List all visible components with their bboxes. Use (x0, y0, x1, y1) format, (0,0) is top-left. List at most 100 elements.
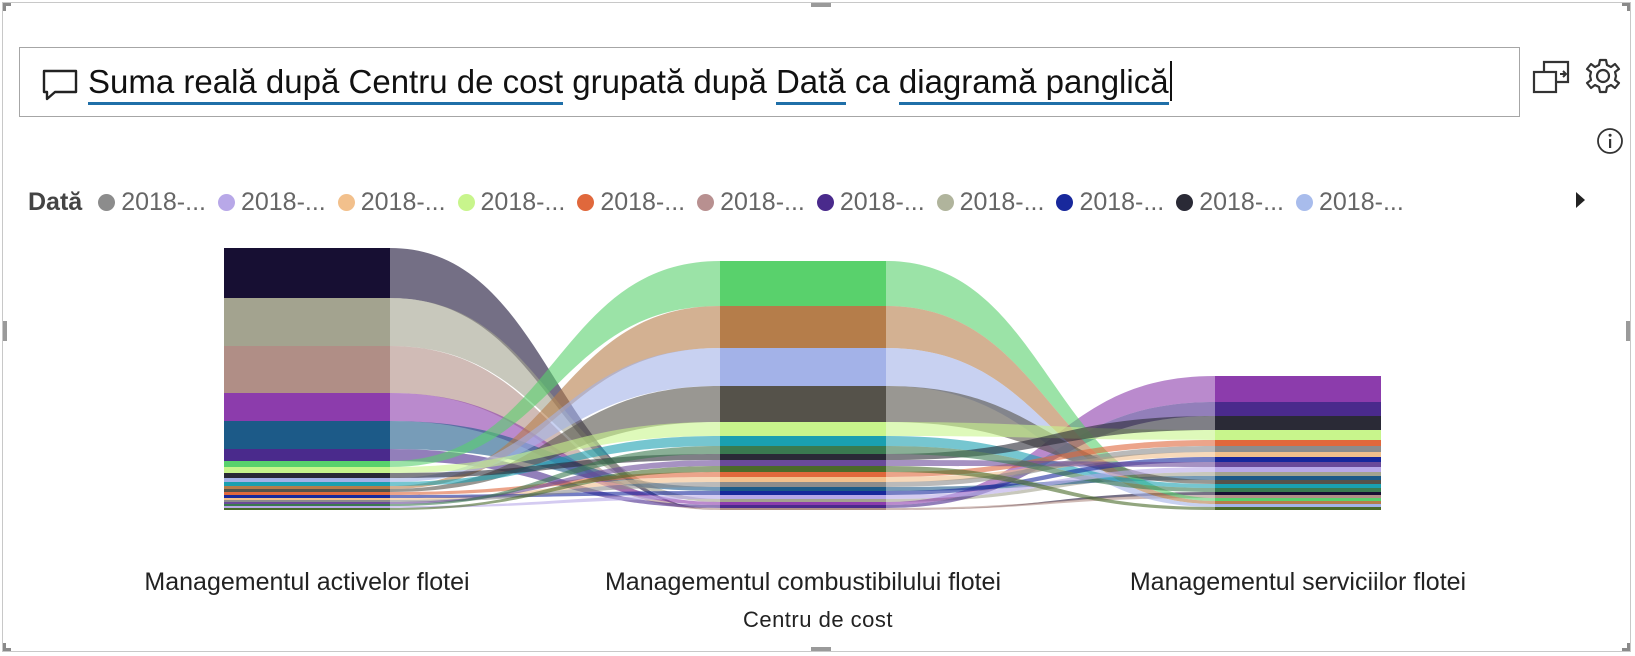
column-segment[interactable] (224, 482, 390, 486)
column-segment[interactable] (224, 508, 390, 510)
column-segment[interactable] (224, 346, 390, 393)
column-segment[interactable] (720, 482, 886, 487)
ribbon-band[interactable] (390, 482, 720, 502)
column-segment[interactable] (1215, 416, 1381, 430)
column-segment[interactable] (720, 306, 886, 348)
column-segment[interactable] (1215, 462, 1381, 467)
ribbon-band[interactable] (390, 454, 720, 478)
column-segment[interactable] (224, 498, 390, 500)
resize-handle[interactable] (811, 3, 831, 7)
column-segment[interactable] (720, 454, 886, 460)
ribbon-band[interactable] (886, 495, 1215, 510)
ribbon-band[interactable] (886, 306, 1215, 504)
ribbon-band[interactable] (390, 460, 720, 504)
ribbon-band[interactable] (390, 466, 720, 510)
resize-handle[interactable] (811, 647, 831, 651)
legend-item[interactable]: 2018-... (1176, 188, 1284, 217)
column-segment[interactable] (1215, 446, 1381, 452)
ribbon-band[interactable] (886, 446, 1215, 492)
resize-handle[interactable] (1626, 321, 1630, 341)
legend-item[interactable]: 2018-... (98, 188, 206, 217)
legend-item[interactable]: 2018-... (337, 188, 446, 217)
info-icon[interactable] (1596, 127, 1624, 155)
legend-item[interactable]: 2018-... (457, 188, 565, 217)
column-segment[interactable] (1215, 376, 1381, 402)
column-segment[interactable] (720, 477, 886, 482)
column-segment[interactable] (1215, 440, 1381, 446)
ribbon-band[interactable] (886, 467, 1215, 499)
ribbon-band[interactable] (390, 446, 720, 506)
column-segment[interactable] (224, 506, 390, 508)
ribbon-band[interactable] (390, 436, 720, 486)
column-segment[interactable] (720, 508, 886, 510)
column-segment[interactable] (1215, 504, 1381, 507)
ribbon-band[interactable] (390, 422, 720, 473)
column-segment[interactable] (224, 489, 390, 492)
column-segment[interactable] (720, 499, 886, 502)
column-segment[interactable] (1215, 402, 1381, 416)
qa-question-text[interactable]: Suma reală după Centru de cost grupată d… (88, 58, 1172, 106)
ribbon-band[interactable] (886, 466, 1215, 510)
column-segment[interactable] (224, 473, 390, 478)
column-segment[interactable] (224, 421, 390, 449)
column-segment[interactable] (224, 393, 390, 421)
column-segment[interactable] (224, 461, 390, 467)
column-segment[interactable] (224, 467, 390, 473)
ribbon-band[interactable] (886, 460, 1215, 467)
column-segment[interactable] (224, 486, 390, 489)
column-segment[interactable] (1215, 430, 1381, 440)
ribbon-band[interactable] (886, 440, 1215, 477)
column-segment[interactable] (1215, 480, 1381, 484)
column-segment[interactable] (720, 491, 886, 495)
ribbon-band[interactable] (390, 386, 720, 492)
legend-item[interactable]: 2018-... (217, 188, 326, 217)
column-segment[interactable] (224, 504, 390, 506)
column-segment[interactable] (1215, 488, 1381, 492)
ribbon-band[interactable] (390, 261, 720, 467)
resize-handle[interactable] (1622, 643, 1630, 651)
legend-item[interactable]: 2018-... (697, 188, 805, 217)
legend-item[interactable]: 2018-... (816, 188, 925, 217)
column-segment[interactable] (720, 502, 886, 505)
resize-handle[interactable] (3, 3, 11, 11)
column-segment[interactable] (224, 248, 390, 298)
column-segment[interactable] (720, 487, 886, 491)
column-segment[interactable] (224, 449, 390, 461)
column-segment[interactable] (1215, 492, 1381, 495)
legend-item[interactable]: 2018-... (1296, 188, 1404, 217)
column-segment[interactable] (720, 348, 886, 386)
column-segment[interactable] (1215, 457, 1381, 462)
column-segment[interactable] (720, 495, 886, 499)
column-segment[interactable] (720, 472, 886, 477)
column-segment[interactable] (1215, 467, 1381, 472)
chevron-right-icon[interactable] (1576, 192, 1585, 208)
legend-item[interactable]: 2018-... (936, 188, 1044, 217)
legend-item[interactable]: 2018-... (1056, 188, 1164, 217)
turn-into-visual-icon[interactable] (1532, 58, 1572, 96)
column-segment[interactable] (1215, 484, 1381, 488)
column-segment[interactable] (1215, 507, 1381, 510)
column-segment[interactable] (224, 478, 390, 482)
column-segment[interactable] (224, 500, 390, 502)
column-segment[interactable] (1215, 476, 1381, 480)
column-segment[interactable] (720, 261, 886, 306)
column-segment[interactable] (224, 298, 390, 346)
resize-handle[interactable] (1622, 3, 1630, 11)
column-segment[interactable] (720, 446, 886, 454)
column-segment[interactable] (224, 495, 390, 498)
ribbon-band[interactable] (886, 402, 1215, 508)
resize-handle[interactable] (3, 321, 7, 341)
resize-handle[interactable] (3, 643, 11, 651)
column-segment[interactable] (1215, 495, 1381, 498)
column-segment[interactable] (1215, 452, 1381, 457)
column-segment[interactable] (720, 386, 886, 422)
ribbon-band[interactable] (886, 422, 1215, 440)
legend-item[interactable]: 2018-... (577, 188, 685, 217)
column-segment[interactable] (224, 492, 390, 495)
column-segment[interactable] (720, 466, 886, 472)
column-segment[interactable] (720, 422, 886, 436)
ribbon-band[interactable] (886, 457, 1215, 495)
ribbon-band[interactable] (390, 495, 720, 508)
ribbon-band[interactable] (390, 306, 720, 489)
